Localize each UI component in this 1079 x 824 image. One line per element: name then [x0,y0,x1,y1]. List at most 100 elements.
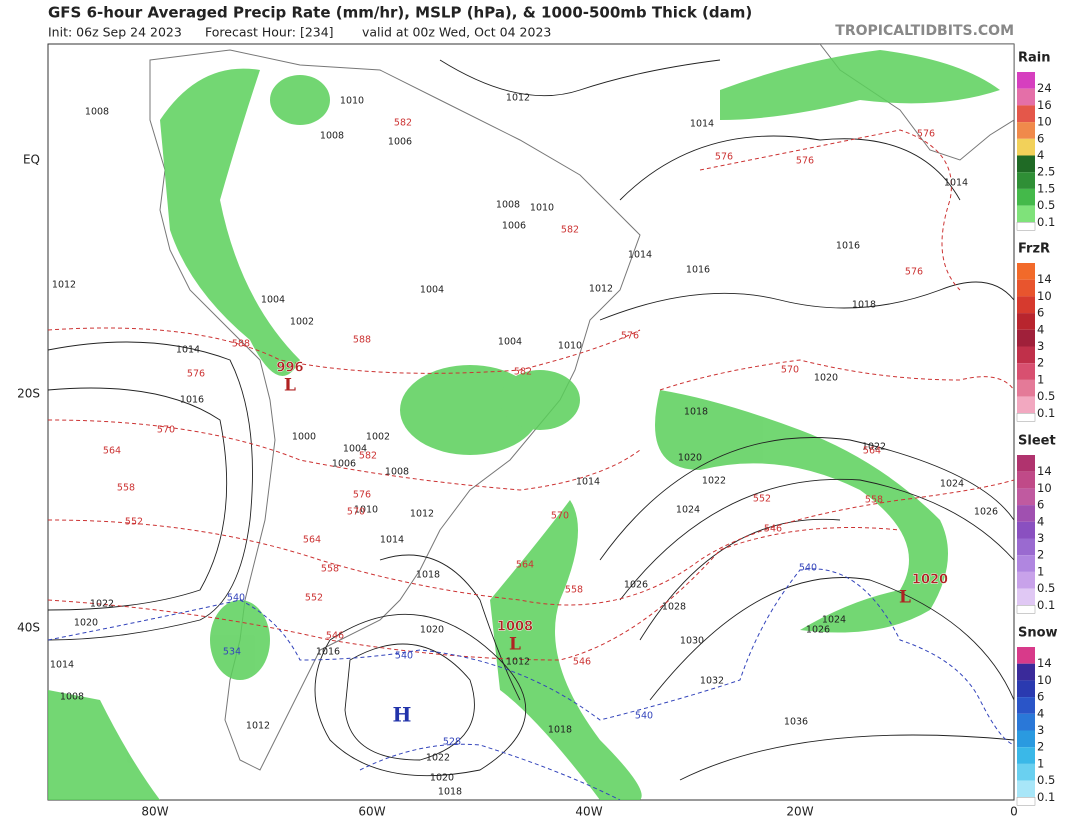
isobar-label: 1030 [680,636,704,647]
legend-label: 0.1 [1037,215,1055,229]
map-labels: 1008 1012 1014 1016 1012 1014 1014 1016 1016 1018… [50,93,998,798]
legend-label: 14 [1037,272,1052,286]
thickness-label: 558 [565,585,583,596]
thickness-label-cold: 528 [443,737,461,748]
legend-label: 4 [1037,514,1044,528]
legend-swatch [1017,505,1035,522]
thickness-label: 558 [117,483,135,494]
legend-label: 10 [1037,481,1052,495]
isobar-label: 1014 [628,250,652,261]
legend-label: 2 [1037,356,1044,370]
isobar-label: 1004 [343,444,367,455]
isobar-label: 1012 [246,721,270,732]
coastline [149,49,641,771]
thickness-label: 546 [573,657,591,668]
center-pressure: 1008 [497,620,533,635]
legend-swatch [1017,571,1035,589]
legend-title: Snow [1018,626,1058,641]
thickness-cold [48,568,1014,800]
legend-swatch [1017,396,1035,414]
isobar-label: 1014 [50,660,74,671]
lat-label: 20S [17,387,40,401]
lon-label: 0 [1010,805,1018,819]
isobar-label: 1014 [176,345,200,356]
legend-swatch [1017,138,1035,156]
legend-swatch [1017,488,1035,506]
thickness-label: 546 [764,524,782,535]
thickness-label: 558 [865,495,883,506]
isobar-label: 1006 [502,221,526,232]
legend-swatch [1017,88,1035,106]
legend-label: 6 [1037,306,1044,320]
isobar-label: 1006 [332,459,356,470]
legend-label: 4 [1037,322,1044,336]
legend-label: 0.5 [1037,773,1055,787]
legend-label: 0.1 [1037,406,1055,420]
isobar-label: 1016 [836,241,860,252]
legend-label: 10 [1037,115,1052,129]
isobar-label: 1036 [784,717,808,728]
thickness-label: 546 [326,631,344,642]
legend-swatch [1017,713,1035,731]
thickness-label: 570 [347,507,365,518]
legend-swatch [1016,797,1036,806]
legend-swatch [1017,205,1035,223]
isobar-label: 1020 [678,453,702,464]
isobar-label: 1008 [385,467,409,478]
legend-label: 4 [1037,148,1044,162]
legend-swatch [1017,697,1035,714]
legend-swatch [1017,647,1035,664]
legend-label: 1 [1037,756,1044,770]
legend-swatch [1017,296,1035,314]
thickness-warm [48,129,1014,661]
map-area: 1008 1012 1014 1016 1012 1014 1014 1016 1016 1018… [47,43,1015,801]
isobar-label: 1026 [806,625,830,636]
legend-swatch [1017,279,1035,297]
legend-label: 0.5 [1037,389,1055,403]
low-symbol: L [899,588,911,608]
legend-swatch [1017,363,1035,380]
thickness-label-cold: 534 [223,647,241,658]
legend-swatch [1017,555,1035,572]
isobar-label: 1010 [530,203,554,214]
isobar-label: 1012 [52,280,76,291]
legend-label: 6 [1037,131,1044,145]
legend-label: 0.5 [1037,581,1055,595]
isobar-label: 1016 [686,265,710,276]
thickness-label: 576 [621,331,639,342]
legend-swatch [1017,329,1035,347]
lon-label: 80W [141,805,168,819]
isobar-label: 1022 [702,476,726,487]
thickness-label: 588 [232,339,250,350]
isobar-label: 1026 [624,580,648,591]
legend-label: 10 [1037,673,1052,687]
title: GFS 6-hour Averaged Precip Rate (mm/hr),… [48,4,752,22]
legend-swatch [1017,763,1035,781]
isobar-label: 1016 [180,395,204,406]
isobar-label: 1018 [416,570,440,581]
legend-swatch [1017,521,1035,539]
brand: TROPICALTIDBITS.COM [835,23,1014,39]
legend-swatch [1017,155,1035,173]
legend-swatch [1016,605,1036,614]
thickness-label: 582 [394,118,412,129]
isobar-label: 1012 [410,509,434,520]
legend-label: 0.5 [1037,198,1055,212]
legend-swatch [1017,188,1035,206]
thickness-label: 588 [353,335,371,346]
lon-label: 20W [786,805,813,819]
legend-label: 1 [1037,372,1044,386]
isobar-label: 1014 [576,477,600,488]
isobar-label: 1012 [506,93,530,104]
legend-label: 0.1 [1037,790,1055,804]
isobar-label: 1010 [558,341,582,352]
legend-swatch [1017,263,1035,280]
isobar-label: 1028 [662,602,686,613]
low-symbol: L [284,376,296,396]
isobar-label: 1020 [814,373,838,384]
legend-label: 3 [1037,723,1044,737]
legend-label: 16 [1037,98,1052,112]
thickness-label: 552 [305,593,323,604]
isobar-label: 1006 [388,137,412,148]
